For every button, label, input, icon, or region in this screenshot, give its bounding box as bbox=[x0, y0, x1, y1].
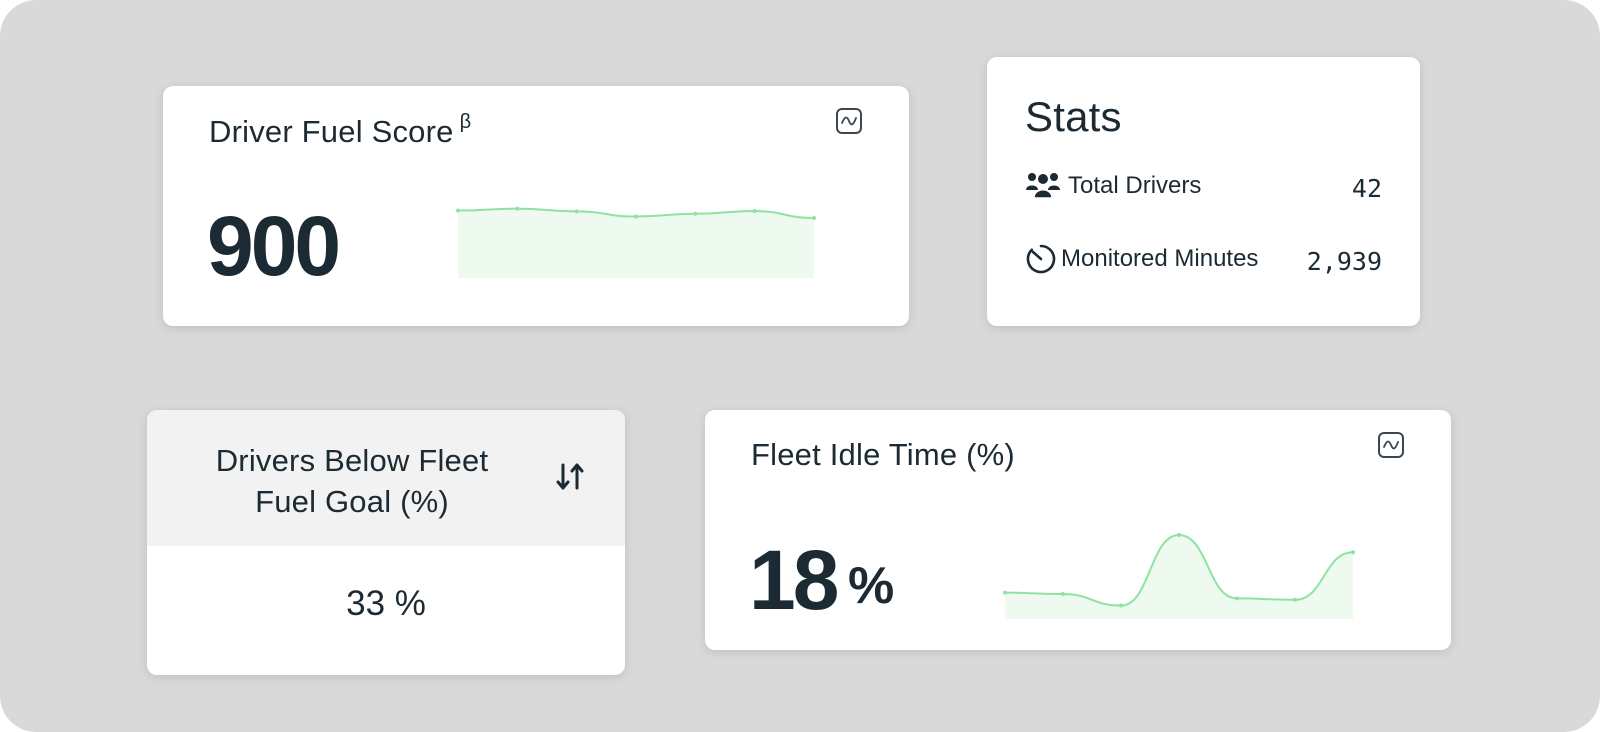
fleet-idle-time-value: 18 bbox=[749, 533, 839, 627]
sort-arrows-icon[interactable] bbox=[555, 462, 585, 497]
sparkline-point bbox=[1119, 603, 1123, 608]
stat-label: Total Drivers bbox=[1068, 172, 1202, 199]
sparkline-point bbox=[693, 211, 698, 216]
stat-row-total-drivers: Total Drivers 42 bbox=[1025, 170, 1382, 203]
driver-fuel-score-title: Driver Fuel Score β bbox=[209, 111, 472, 149]
fleet-idle-time-unit: % bbox=[848, 557, 895, 615]
idle-time-sparkline bbox=[1003, 533, 1355, 619]
sparkline-point bbox=[574, 209, 579, 214]
fleet-idle-time-card: Fleet Idle Time (%) 18 % bbox=[705, 410, 1451, 650]
driver-fuel-score-value: 900 bbox=[207, 199, 341, 293]
sparkline-area bbox=[458, 208, 814, 278]
users-icon bbox=[1025, 170, 1061, 207]
stat-row-monitored-minutes: Monitored Minutes 2,939 bbox=[1025, 243, 1382, 276]
line-chart-icon[interactable] bbox=[1378, 432, 1404, 458]
sparkline-point bbox=[1235, 596, 1239, 601]
beta-marker: β bbox=[459, 111, 472, 133]
card-header bbox=[147, 410, 625, 546]
sparkline-point bbox=[1061, 592, 1065, 597]
drivers-below-goal-title: Drivers Below Fleet Fuel Goal (%) bbox=[215, 443, 489, 519]
stats-title: Stats bbox=[1025, 93, 1122, 140]
sparkline-point bbox=[1003, 590, 1007, 595]
sparkline-point bbox=[752, 209, 757, 214]
sparkline-point bbox=[634, 214, 638, 219]
fleet-idle-time-title: Fleet Idle Time (%) bbox=[751, 437, 1015, 472]
sparkline-point bbox=[812, 216, 816, 220]
stats-card: Stats Total Drivers 42 bbox=[987, 57, 1420, 326]
drivers-below-goal-card: Drivers Below Fleet Fuel Goal (%) 33 % bbox=[147, 410, 625, 675]
fuel-score-sparkline bbox=[456, 206, 816, 278]
drivers-below-goal-value: 33 % bbox=[346, 584, 426, 623]
sparkline-point bbox=[515, 206, 520, 211]
stat-label: Monitored Minutes bbox=[1061, 245, 1259, 272]
sparkline-point bbox=[1177, 533, 1181, 537]
sparkline-point bbox=[1293, 597, 1297, 602]
line-chart-icon[interactable] bbox=[836, 108, 862, 134]
timer-icon bbox=[1025, 243, 1057, 280]
sparkline-point bbox=[1351, 550, 1355, 555]
driver-fuel-score-card: Driver Fuel Score β 900 bbox=[163, 86, 909, 326]
sparkline-point bbox=[456, 208, 460, 213]
stat-value: 2,939 bbox=[1306, 247, 1382, 276]
sparkline-area bbox=[1005, 535, 1353, 619]
stat-value: 42 bbox=[1351, 174, 1382, 203]
